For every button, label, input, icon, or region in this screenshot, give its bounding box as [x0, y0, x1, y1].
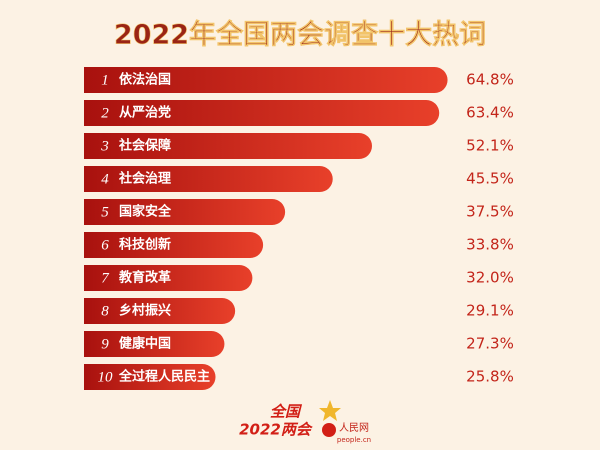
logo-text: 人民网 — [339, 422, 369, 434]
category-label: 全过程人民民主 — [118, 369, 210, 385]
rank-label: 10 — [98, 369, 114, 385]
rank-label: 3 — [100, 138, 109, 154]
category-label: 科技创新 — [119, 237, 171, 253]
value-label: 52.1% — [466, 137, 514, 155]
logo-text: 2022两会 — [239, 421, 313, 439]
chart-title: 2022年全国两会调查十大热词 — [114, 19, 486, 51]
rank-label: 4 — [101, 171, 109, 187]
category-label: 乡村振兴 — [119, 303, 171, 319]
bar — [84, 133, 372, 159]
category-label: 国家安全 — [119, 204, 172, 220]
rank-label: 8 — [101, 303, 109, 319]
value-label: 63.4% — [466, 104, 514, 122]
bar — [84, 265, 253, 291]
bar — [84, 298, 236, 324]
value-label: 25.8% — [466, 368, 514, 386]
rank-label: 2 — [101, 105, 109, 121]
bar — [84, 67, 448, 93]
category-label: 社会保障 — [118, 138, 171, 154]
value-label: 64.8% — [466, 71, 514, 89]
logo-icon — [322, 423, 336, 437]
logo-star — [319, 400, 341, 421]
rank-label: 7 — [101, 270, 110, 286]
value-label: 29.1% — [466, 302, 514, 320]
bar — [84, 232, 264, 258]
category-label: 从严治党 — [119, 105, 171, 121]
category-label: 依法治国 — [119, 72, 171, 88]
value-label: 32.0% — [466, 269, 514, 287]
rank-label: 9 — [101, 336, 109, 352]
bar — [84, 199, 286, 225]
value-label: 27.3% — [466, 335, 514, 353]
value-label: 45.5% — [466, 170, 514, 188]
bar — [84, 364, 216, 390]
value-label: 33.8% — [466, 236, 514, 254]
value-label: 37.5% — [466, 203, 514, 221]
bar — [84, 331, 225, 357]
rank-label: 1 — [101, 72, 109, 88]
logo-text: 全国 — [270, 403, 303, 421]
bar — [84, 166, 333, 192]
category-label: 健康中国 — [119, 336, 171, 352]
rank-label: 5 — [101, 204, 109, 220]
bar — [84, 100, 440, 126]
logo-text: people.cn — [337, 436, 371, 444]
rank-label: 6 — [101, 237, 109, 253]
category-label: 教育改革 — [118, 270, 171, 286]
category-label: 社会治理 — [118, 171, 171, 187]
